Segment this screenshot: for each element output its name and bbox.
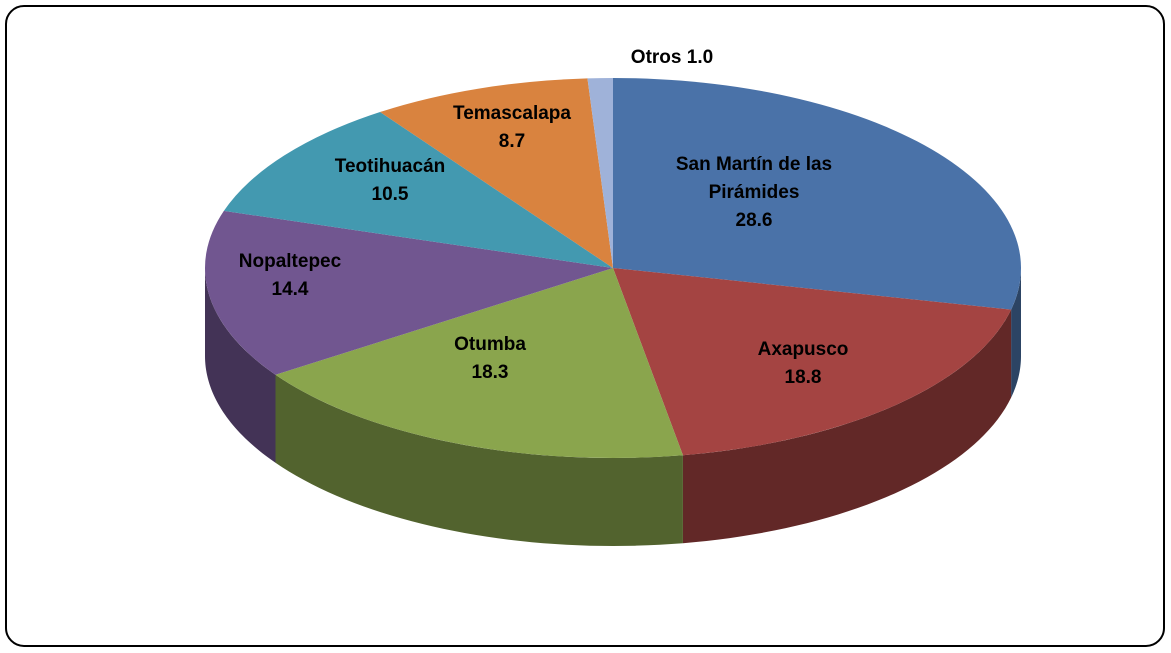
label-name: Temascalapa <box>453 103 571 124</box>
data-label: Otros 1.0 <box>631 47 713 68</box>
pie-slice <box>275 268 683 458</box>
data-label: Otumba 18.3 <box>454 334 526 383</box>
pie-slice <box>204 210 613 375</box>
data-label: Nopaltepec 14.4 <box>239 251 342 300</box>
data-label: Axapusco 18.8 <box>758 339 849 388</box>
pie-slice-side <box>682 309 1012 544</box>
data-label: Temascalapa 8.7 <box>453 103 571 152</box>
pie-slice-side <box>205 268 276 463</box>
label-name: San Martín de las Pirámides <box>676 154 832 203</box>
pie-slice <box>223 112 613 268</box>
pie-slice <box>613 268 1012 456</box>
pie-slice-side <box>275 374 683 546</box>
label-value: 10.5 <box>372 184 409 205</box>
label-value: 18.8 <box>785 367 822 388</box>
label-value: 28.6 <box>736 210 773 231</box>
label-name: Otros <box>631 47 682 68</box>
data-label: San Martín de las Pirámides 28.6 <box>676 154 832 231</box>
pie-slice <box>380 78 613 268</box>
label-value: 8.7 <box>499 131 525 152</box>
label-value: 1.0 <box>687 47 713 68</box>
label-name-line: Pirámides <box>709 182 800 203</box>
label-name-line: San Martín de las <box>676 154 832 175</box>
label-name: Teotihuacán <box>335 156 446 177</box>
label-name: Axapusco <box>758 339 849 360</box>
label-value: 14.4 <box>272 279 309 300</box>
label-name: Nopaltepec <box>239 251 342 272</box>
pie-slice <box>587 78 613 268</box>
pie-slice <box>613 78 1022 310</box>
data-label-text: Otros 1.0 <box>631 47 713 68</box>
pie-slice-side <box>1011 268 1021 398</box>
data-label: Teotihuacán 10.5 <box>335 156 446 205</box>
label-name: Otumba <box>454 334 526 355</box>
label-value: 18.3 <box>472 362 509 383</box>
